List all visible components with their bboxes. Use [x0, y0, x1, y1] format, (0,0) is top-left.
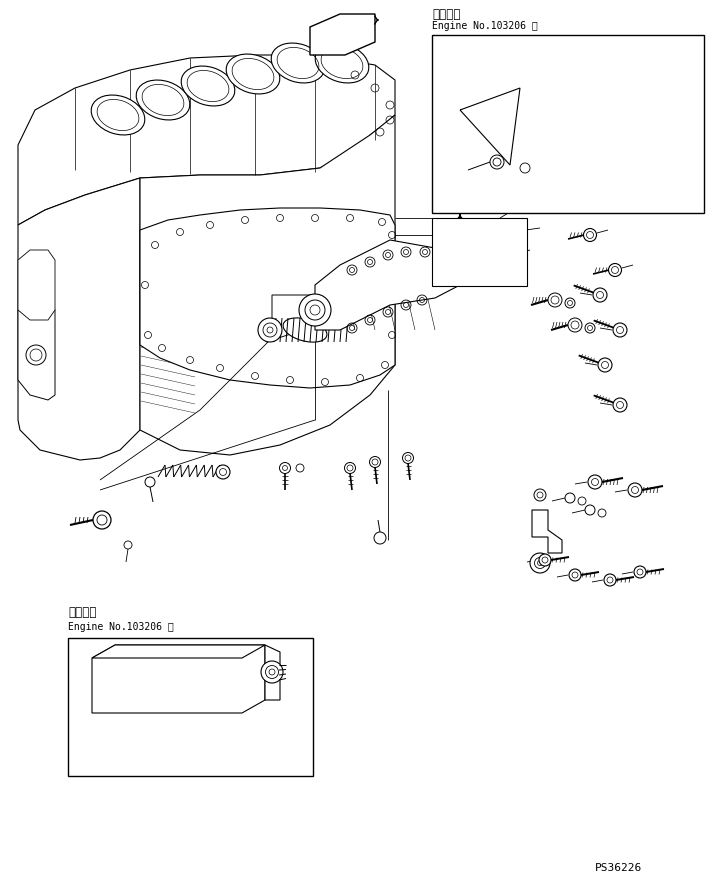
Circle shape	[609, 263, 622, 276]
Circle shape	[530, 553, 550, 573]
Ellipse shape	[315, 43, 369, 83]
Polygon shape	[140, 115, 395, 455]
Polygon shape	[18, 300, 55, 400]
Circle shape	[402, 452, 414, 464]
Circle shape	[634, 566, 646, 578]
Text: Engine No.103206 ～: Engine No.103206 ～	[68, 622, 174, 632]
Circle shape	[374, 532, 386, 544]
Text: LG-7 Coating: LG-7 Coating	[460, 67, 535, 77]
Circle shape	[563, 188, 577, 201]
Circle shape	[613, 323, 627, 337]
Circle shape	[584, 229, 597, 241]
Polygon shape	[18, 55, 395, 225]
Text: Engine No.103206 ～: Engine No.103206 ～	[432, 21, 538, 31]
Text: FWD: FWD	[317, 31, 343, 41]
Circle shape	[345, 463, 355, 473]
Ellipse shape	[136, 80, 190, 120]
Polygon shape	[140, 208, 395, 388]
Circle shape	[585, 323, 595, 333]
Polygon shape	[18, 250, 55, 320]
Ellipse shape	[226, 54, 280, 94]
Polygon shape	[92, 645, 265, 713]
Circle shape	[565, 298, 575, 308]
Circle shape	[628, 483, 642, 497]
Circle shape	[299, 294, 331, 326]
Bar	[432, 218, 527, 286]
Circle shape	[613, 398, 627, 412]
Polygon shape	[532, 510, 562, 553]
Polygon shape	[92, 645, 265, 658]
Circle shape	[93, 511, 111, 529]
Circle shape	[446, 258, 474, 286]
Circle shape	[280, 463, 290, 473]
Polygon shape	[315, 240, 460, 330]
Text: 適用号機: 適用号機	[68, 607, 97, 620]
Circle shape	[370, 457, 380, 467]
Circle shape	[216, 465, 230, 479]
Circle shape	[568, 318, 582, 332]
Ellipse shape	[91, 95, 145, 135]
Polygon shape	[266, 295, 348, 342]
Text: PS36226: PS36226	[595, 863, 642, 873]
Text: 適用号機: 適用号機	[432, 7, 461, 20]
Circle shape	[490, 155, 504, 169]
Ellipse shape	[283, 318, 327, 342]
Ellipse shape	[181, 66, 235, 106]
Circle shape	[539, 554, 551, 566]
Bar	[68, 638, 313, 776]
Circle shape	[598, 358, 612, 372]
Polygon shape	[265, 645, 280, 700]
Circle shape	[26, 345, 46, 365]
Ellipse shape	[271, 43, 325, 83]
Circle shape	[548, 293, 562, 307]
Polygon shape	[18, 178, 140, 460]
Polygon shape	[310, 14, 375, 55]
Circle shape	[534, 489, 546, 501]
Circle shape	[604, 574, 616, 586]
Bar	[432, 35, 704, 213]
Circle shape	[588, 475, 602, 489]
Circle shape	[258, 318, 282, 342]
Circle shape	[593, 288, 607, 302]
Circle shape	[261, 661, 283, 683]
Circle shape	[569, 569, 581, 581]
Text: 塗布: 塗布	[513, 50, 527, 60]
